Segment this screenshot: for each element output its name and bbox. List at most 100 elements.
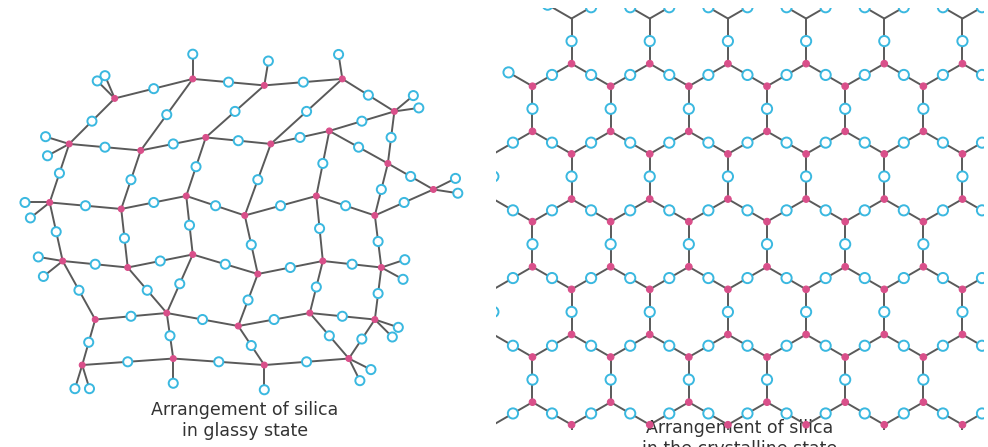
Circle shape [840,375,851,385]
Circle shape [742,70,753,80]
Circle shape [318,159,327,168]
Circle shape [367,365,375,374]
Circle shape [703,409,713,418]
Circle shape [431,186,437,192]
Circle shape [782,409,791,418]
Circle shape [264,56,273,66]
Circle shape [568,196,575,202]
Circle shape [664,70,675,80]
Circle shape [566,36,577,46]
Circle shape [608,399,614,405]
Circle shape [203,135,208,140]
Circle shape [101,143,110,152]
Circle shape [586,409,596,418]
Circle shape [307,310,313,316]
Circle shape [253,175,263,184]
Circle shape [59,258,65,264]
Circle shape [508,138,518,148]
Circle shape [646,196,653,202]
Circle shape [879,442,889,447]
Circle shape [860,2,869,13]
Circle shape [821,341,831,351]
Circle shape [842,83,849,89]
Circle shape [724,422,731,428]
Circle shape [664,2,675,13]
Circle shape [938,70,948,80]
Circle shape [703,70,713,80]
Circle shape [387,333,397,342]
Circle shape [646,422,653,428]
Circle shape [938,2,948,13]
Circle shape [977,205,987,215]
Circle shape [530,83,535,89]
Circle shape [724,151,731,157]
Circle shape [664,273,675,283]
Circle shape [920,263,927,270]
Circle shape [703,2,713,13]
Circle shape [840,239,851,249]
Circle shape [92,316,98,322]
Circle shape [586,205,596,215]
Circle shape [920,399,927,405]
Circle shape [782,138,791,148]
Circle shape [686,83,693,89]
Circle shape [315,224,324,233]
Circle shape [742,205,753,215]
Circle shape [821,205,831,215]
Circle shape [686,218,693,225]
Circle shape [142,286,152,295]
Circle shape [568,422,575,428]
Circle shape [504,67,514,77]
Circle shape [899,409,909,418]
Circle shape [957,307,967,317]
Circle shape [338,312,347,321]
Circle shape [302,357,311,367]
Circle shape [149,198,158,207]
Circle shape [214,357,223,367]
Circle shape [84,338,93,347]
Circle shape [566,442,577,447]
Circle shape [566,171,577,181]
Circle shape [137,148,143,153]
Circle shape [295,133,304,142]
Circle shape [764,263,771,270]
Circle shape [920,128,927,135]
Circle shape [386,133,395,142]
Circle shape [21,198,30,207]
Circle shape [723,442,733,447]
Circle shape [801,442,811,447]
Circle shape [242,212,248,219]
Circle shape [703,273,713,283]
Circle shape [959,422,965,428]
Circle shape [608,128,614,135]
Circle shape [938,409,948,418]
Circle shape [821,2,831,13]
Circle shape [156,257,165,266]
Circle shape [977,2,987,13]
Circle shape [860,70,869,80]
Circle shape [684,104,694,114]
Circle shape [684,375,694,385]
Circle shape [334,50,343,59]
Circle shape [899,205,909,215]
Circle shape [586,138,596,148]
Circle shape [409,91,418,100]
Circle shape [79,362,85,368]
Circle shape [742,409,753,418]
Circle shape [169,379,178,388]
Circle shape [881,286,887,293]
Circle shape [528,104,537,114]
Circle shape [175,279,185,288]
Circle shape [625,205,635,215]
Circle shape [782,341,791,351]
Circle shape [568,151,575,157]
Circle shape [286,263,294,272]
Circle shape [742,2,753,13]
Circle shape [625,341,635,351]
Circle shape [586,273,596,283]
Circle shape [169,139,178,148]
Circle shape [211,201,220,210]
Circle shape [762,104,772,114]
Circle shape [644,307,655,317]
Circle shape [85,384,94,393]
